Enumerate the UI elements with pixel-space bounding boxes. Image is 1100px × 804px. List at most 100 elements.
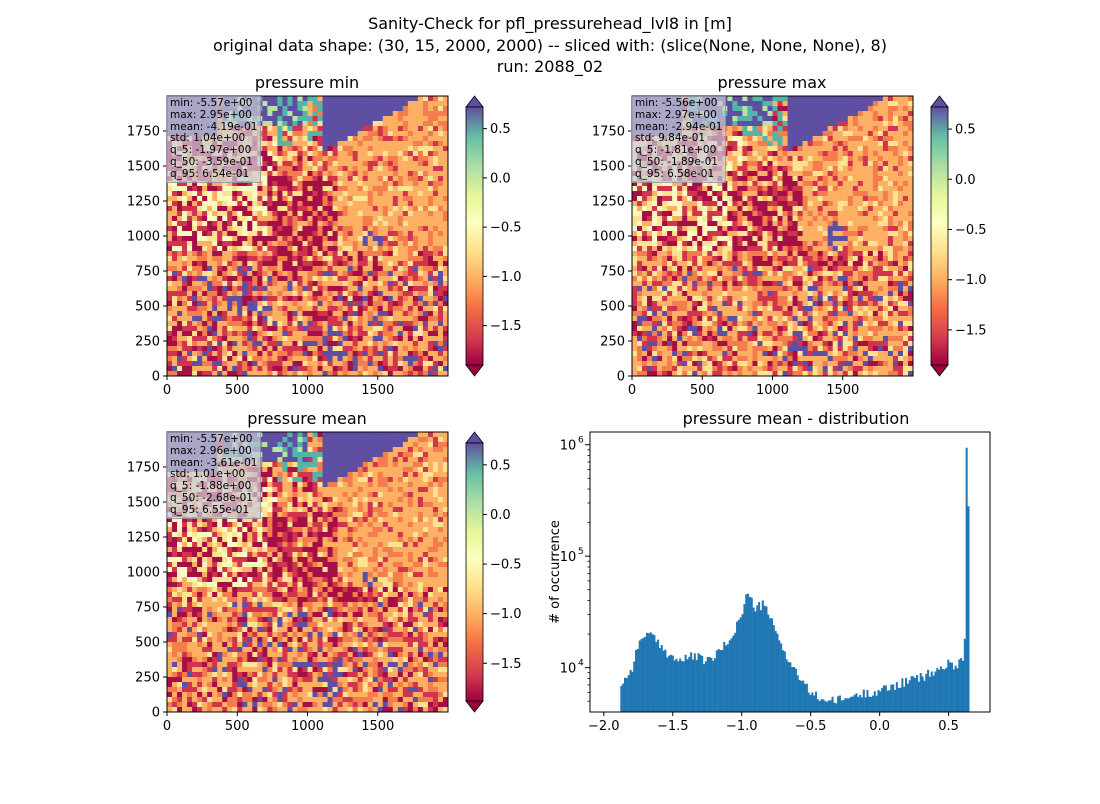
heatmap-cell: [727, 156, 732, 161]
heatmap-cell: [338, 286, 343, 291]
heatmap-cell: [828, 201, 833, 206]
heatmap-cell: [237, 301, 242, 306]
heatmap-cell: [423, 186, 428, 191]
heatmap-cell: [647, 221, 652, 226]
heatmap-cell: [823, 136, 828, 141]
heatmap-cell: [282, 151, 287, 156]
heatmap-cell: [217, 236, 222, 241]
heatmap-cell: [878, 101, 883, 106]
heatmap-cell: [707, 246, 712, 251]
heatmap-cell: [272, 361, 277, 366]
heatmap-cell: [363, 361, 368, 366]
heatmap-cell: [848, 186, 853, 191]
heatmap-cell: [428, 326, 433, 331]
heatmap-cell: [187, 241, 192, 246]
heatmap-cell: [323, 176, 328, 181]
heatmap-cell: [292, 166, 297, 171]
heatmap-cell: [358, 226, 363, 231]
heatmap-cell: [262, 116, 267, 121]
heatmap-cell: [267, 211, 272, 216]
heatmap-cell: [788, 231, 793, 236]
heatmap-cell: [358, 311, 363, 316]
heatmap-cell: [398, 316, 403, 321]
heatmap-cell: [888, 166, 893, 171]
heatmap-cell: [677, 196, 682, 201]
heatmap-cell: [762, 96, 767, 101]
heatmap-cell: [762, 156, 767, 161]
heatmap-cell: [398, 286, 403, 291]
heatmap-cell: [323, 96, 328, 101]
heatmap-cell: [383, 96, 388, 101]
heatmap-cell: [202, 311, 207, 316]
heatmap-cell: [403, 316, 408, 321]
heatmap-cell: [637, 246, 642, 251]
heatmap-cell: [363, 211, 368, 216]
heatmap-cell: [903, 246, 908, 251]
heatmap-cell: [277, 121, 282, 126]
heatmap-cell: [762, 161, 767, 166]
heatmap-cell: [742, 101, 747, 106]
heatmap-cell: [843, 156, 848, 161]
heatmap-cell: [363, 291, 368, 296]
heatmap-cell: [267, 186, 272, 191]
heatmap-cell: [438, 111, 443, 116]
heatmap-cell: [428, 186, 433, 191]
heatmap-cell: [207, 236, 212, 241]
heatmap-cell: [848, 156, 853, 161]
heatmap-cell: [672, 191, 677, 196]
heatmap-cell: [717, 236, 722, 241]
heatmap-cell: [222, 316, 227, 321]
heatmap-cell: [732, 186, 737, 191]
heatmap-cell: [212, 296, 217, 301]
heatmap-cell: [343, 361, 348, 366]
heatmap-cell: [848, 121, 853, 126]
heatmap-cell: [388, 191, 393, 196]
heatmap-cell: [672, 221, 677, 226]
heatmap-cell: [707, 236, 712, 241]
heatmap-cell: [403, 141, 408, 146]
heatmap-cell: [202, 346, 207, 351]
heatmap-cell: [282, 291, 287, 296]
heatmap-cell: [433, 131, 438, 136]
heatmap-cell: [202, 241, 207, 246]
heatmap-cell: [313, 216, 318, 221]
heatmap-cell: [423, 316, 428, 321]
heatmap-cell: [363, 256, 368, 261]
heatmap-cell: [187, 266, 192, 271]
heatmap-cell: [333, 311, 338, 316]
heatmap-cell: [383, 311, 388, 316]
heatmap-cell: [652, 251, 657, 256]
heatmap-cell: [773, 121, 778, 126]
heatmap-cell: [333, 196, 338, 201]
heatmap-cell: [773, 206, 778, 211]
heatmap-cell: [353, 231, 358, 236]
heatmap-cell: [757, 116, 762, 121]
heatmap-cell: [712, 211, 717, 216]
heatmap-cell: [368, 236, 373, 241]
heatmap-cell: [232, 186, 237, 191]
heatmap-cell: [373, 321, 378, 326]
heatmap-cell: [893, 151, 898, 156]
heatmap-cell: [247, 201, 252, 206]
heatmap-cell: [433, 176, 438, 181]
heatmap-cell: [652, 201, 657, 206]
heatmap-cell: [418, 101, 423, 106]
heatmap-cell: [318, 96, 323, 101]
heatmap-cell: [287, 261, 292, 266]
heatmap-cell: [378, 246, 383, 251]
heatmap-cell: [333, 291, 338, 296]
heatmap-cell: [438, 311, 443, 316]
heatmap-cell: [222, 351, 227, 356]
y-tick-label: 250: [135, 335, 160, 350]
heatmap-cell: [242, 366, 247, 371]
heatmap-cell: [757, 171, 762, 176]
heatmap-cell: [818, 131, 823, 136]
heatmap-cell: [287, 311, 292, 316]
heatmap-cell: [803, 106, 808, 111]
heatmap-cell: [393, 281, 398, 286]
heatmap-cell: [813, 201, 818, 206]
heatmap-cell: [903, 196, 908, 201]
heatmap-cell: [378, 106, 383, 111]
heatmap-cell: [277, 336, 282, 341]
heatmap-cell: [313, 346, 318, 351]
